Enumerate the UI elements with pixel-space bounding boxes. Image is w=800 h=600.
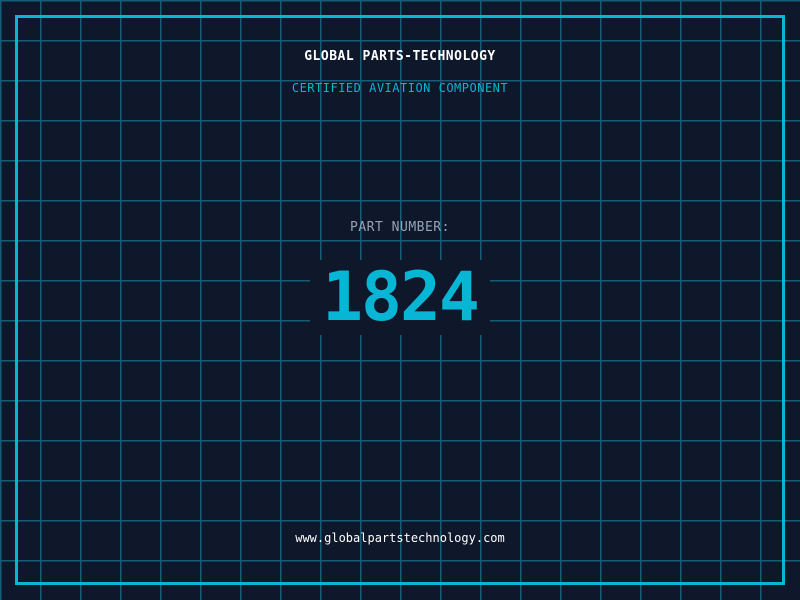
certification-subtitle: CERTIFIED AVIATION COMPONENT [291,81,509,95]
border-frame [15,15,785,585]
part-number-label: PART NUMBER: [350,220,450,235]
part-number-value: 1824 [322,258,480,337]
part-number-backdrop [310,260,490,335]
website-url: www.globalpartstechnology.com [295,531,505,545]
company-name: GLOBAL PARTS-TECHNOLOGY [304,49,496,64]
